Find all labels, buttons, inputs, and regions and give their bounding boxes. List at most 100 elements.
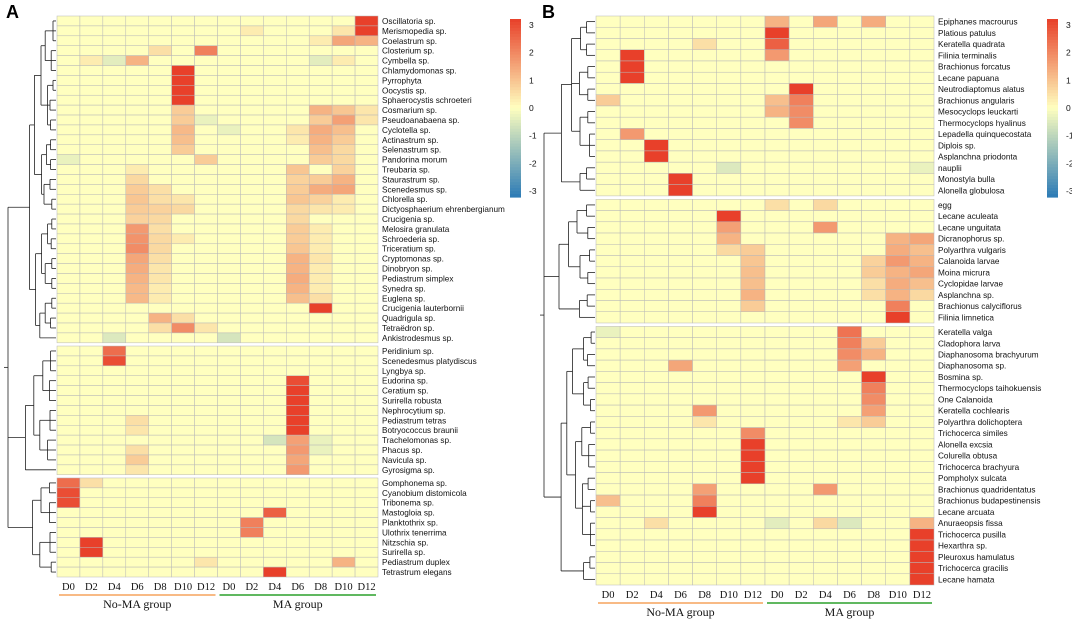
heatmap-cell (56, 322, 81, 334)
heatmap-cell (331, 164, 356, 175)
heatmap-cell (263, 124, 287, 136)
heatmap-cell (217, 124, 241, 136)
colorbar-segment (510, 116, 521, 121)
heatmap-cell (885, 244, 911, 256)
row-label: Pediastrum tetras (382, 416, 446, 425)
heatmap-cell (716, 128, 742, 140)
heatmap-cell (692, 60, 717, 73)
colorbar-segment (510, 143, 521, 148)
heatmap-cell (644, 289, 669, 301)
heatmap-cell (909, 184, 935, 197)
heatmap-cell (148, 517, 172, 528)
heatmap-cell (837, 15, 862, 28)
heatmap-cell (79, 164, 104, 175)
row-label: Eudorina sp. (382, 377, 428, 386)
colorbar-segment (1047, 137, 1058, 142)
heatmap-cell (263, 444, 287, 456)
heatmap-cell (102, 233, 127, 245)
heatmap-cell (240, 283, 264, 294)
heatmap-cell (885, 277, 911, 290)
heatmap-cell (331, 395, 356, 406)
heatmap-cell (668, 517, 693, 530)
heatmap-cell (286, 273, 310, 284)
heatmap-cell (331, 332, 356, 344)
heatmap-cell (194, 454, 218, 466)
heatmap-cell (331, 547, 356, 558)
heatmap-cell (861, 562, 886, 575)
heatmap-cell (764, 483, 790, 496)
heatmap-cell (217, 223, 241, 235)
heatmap-cell (286, 395, 310, 406)
heatmap-cell (644, 26, 669, 39)
heatmap-cell (354, 134, 379, 145)
heatmap-cell (813, 150, 838, 163)
heatmap-cell (716, 173, 742, 185)
heatmap-cell (263, 55, 287, 66)
colorbar-segment (1047, 96, 1058, 100)
heatmap-cell (644, 438, 669, 451)
row-label: Pompholyx sulcata (938, 474, 1007, 483)
heatmap-cell (788, 506, 814, 518)
heatmap-cell (909, 105, 935, 118)
heatmap-cell (788, 232, 814, 245)
heatmap-cell (286, 556, 310, 568)
heatmap-cell (740, 573, 766, 586)
heatmap-cell (692, 94, 717, 107)
heatmap-cell (240, 375, 264, 386)
colorbar-segment (510, 42, 521, 47)
heatmap-cell (837, 461, 862, 473)
heatmap-cell (837, 449, 862, 462)
heatmap-cell (619, 244, 645, 256)
heatmap-cell (125, 243, 149, 254)
heatmap-cell (125, 134, 149, 145)
heatmap-cell (644, 38, 669, 50)
heatmap-cell (813, 173, 838, 185)
heatmap-cell (171, 312, 195, 324)
heatmap-cell (308, 293, 333, 304)
row-label: Filinia limnetica (938, 313, 994, 322)
heatmap-cell (740, 438, 766, 451)
heatmap-cell (125, 124, 149, 136)
heatmap-cell (308, 263, 333, 274)
heatmap-cell (788, 494, 814, 507)
colorbar-segment (1047, 30, 1058, 35)
heatmap-cell (619, 348, 645, 361)
heatmap-cell (716, 184, 742, 197)
heatmap-cell (102, 537, 127, 548)
heatmap-cell (56, 556, 81, 568)
heatmap-cell (619, 83, 645, 95)
heatmap-cell (194, 395, 218, 406)
heatmap-cell (125, 537, 149, 548)
heatmap-cell (308, 385, 333, 396)
heatmap-cell (740, 416, 766, 428)
heatmap-cell (217, 454, 241, 466)
heatmap-cell (331, 375, 356, 386)
heatmap-cell (813, 427, 838, 440)
colorbar-segment (1047, 146, 1058, 151)
heatmap-cell (125, 556, 149, 568)
heatmap-cell (619, 150, 645, 163)
heatmap-cell (740, 199, 766, 211)
heatmap-cell (263, 85, 287, 96)
heatmap-cell (885, 139, 911, 152)
heatmap-cell (813, 232, 838, 245)
heatmap-cell (644, 404, 669, 417)
panel-letter-a: A (6, 2, 19, 22)
heatmap-cell (788, 150, 814, 163)
heatmap-cell (217, 385, 241, 396)
heatmap-cell (286, 527, 310, 538)
heatmap-cell (837, 562, 862, 575)
heatmap-cell (354, 527, 379, 538)
heatmap-cell (692, 472, 717, 485)
heatmap-cell (102, 487, 127, 499)
heatmap-cell (194, 497, 218, 508)
heatmap-cell (194, 45, 218, 56)
heatmap-cell (263, 355, 287, 367)
heatmap-cell (644, 300, 669, 312)
heatmap-cell (668, 393, 693, 406)
heatmap-cell (644, 371, 669, 383)
colorbar-segment (1047, 164, 1058, 168)
heatmap-cell (354, 55, 379, 66)
heatmap-cell (240, 355, 264, 367)
